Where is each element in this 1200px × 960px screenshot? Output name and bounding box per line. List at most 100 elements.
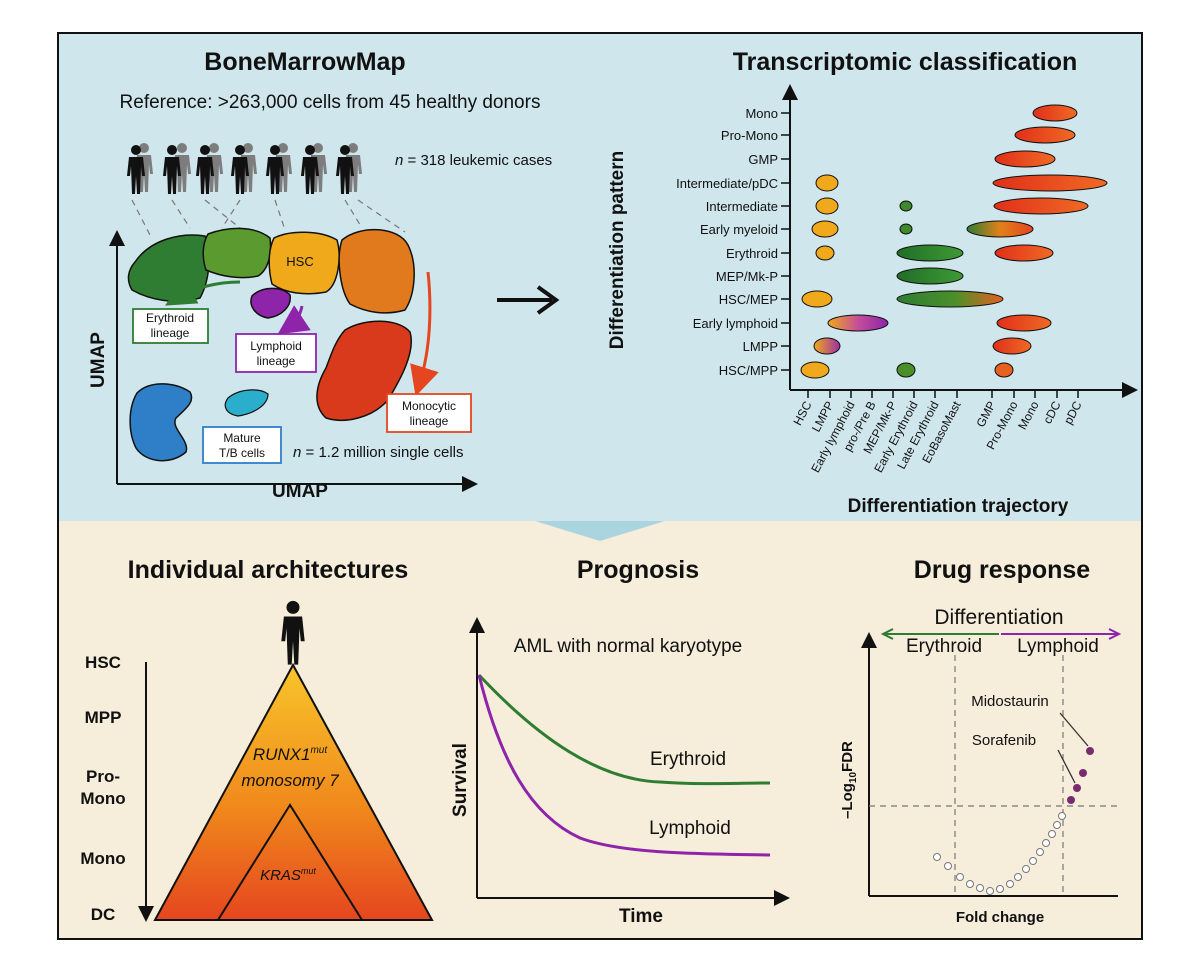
inner-triangle: [216, 803, 364, 921]
classification-y-label: Intermediate: [706, 199, 778, 214]
classification-y-label: Pro-Mono: [721, 128, 778, 143]
early-erythroid-cluster: [202, 227, 272, 279]
drug-point: [976, 884, 984, 892]
classification-y-label: GMP: [748, 152, 778, 167]
drug-right-label: Lymphoid: [1017, 636, 1099, 657]
drug-point-significant: [1079, 769, 1087, 777]
reference-text: Reference: >263,000 cells from 45 health…: [120, 92, 541, 113]
ellipse-lmpp-left: [813, 337, 841, 355]
bonemarrowmap-panel: BoneMarrowMap Reference: >263,000 cells …: [88, 48, 552, 502]
classification-y-label: Intermediate/pDC: [676, 176, 778, 191]
architecture-levels: HSC MPP Pro- Mono Mono DC: [80, 653, 125, 924]
ellipse-int-hsc: [815, 197, 839, 215]
monocytic-lineage-line1: Monocytic: [402, 399, 456, 413]
flow-arrow: [497, 285, 560, 315]
classification-y-label: Early myeloid: [700, 222, 778, 237]
monocytic-lineage-box: [386, 393, 472, 433]
classification-title: Transcriptomic classification: [733, 48, 1078, 76]
outer-mutation-label: RUNX1mut: [253, 745, 329, 764]
classification-x-title: Differentiation trajectory: [848, 496, 1069, 517]
n-cells-label: n = 1.2 million single cells: [293, 444, 464, 461]
drug-x-label: Fold change: [956, 909, 1044, 926]
hsc-cluster: [268, 231, 340, 295]
gmp-cluster: [338, 229, 415, 314]
ellipse-el-right: [996, 314, 1052, 332]
drug-point-sorafenib: [1073, 784, 1081, 792]
ellipse-em-ery: [899, 223, 913, 235]
prognosis-y-label: Survival: [450, 743, 471, 817]
hsc-cluster-label: HSC: [286, 254, 313, 269]
drug-point: [1006, 880, 1014, 888]
classification-y-labels: Mono Pro-Mono GMP Intermediate/pDC Intermedi…: [676, 106, 790, 378]
architectures-panel: Individual architectures HSC MPP Pro- Mono M…: [80, 556, 434, 924]
drug-point: [944, 862, 952, 870]
ellipse-em-hsc: [811, 220, 839, 238]
midostaurin-leader: [1059, 712, 1089, 747]
drug-point: [1053, 821, 1061, 829]
umap-x-label: UMAP: [272, 481, 328, 502]
ellipse-hscmep-hsc: [801, 290, 833, 308]
ellipse-hscmpp-mid: [896, 362, 916, 378]
ellipse-mono: [1032, 104, 1078, 122]
classification-y-label: Early lymphoid: [693, 316, 778, 331]
drug-point-significant: [1067, 796, 1075, 804]
ellipse-ery-right: [994, 244, 1054, 262]
ellipse-int-ery: [899, 200, 913, 212]
ellipse-ery-mid: [896, 244, 964, 262]
lymphoid-lineage-line1: Lymphoid: [250, 339, 302, 353]
drug-point: [1036, 848, 1044, 856]
architecture-level-label: HSC: [85, 653, 121, 672]
drug-point: [1022, 865, 1030, 873]
drug-point: [956, 873, 964, 881]
drug-point: [933, 853, 941, 861]
sorafenib-leader: [1057, 749, 1076, 784]
prognosis-panel: Prognosis AML with normal karyotype Surv…: [450, 556, 790, 927]
classification-ellipses: [800, 104, 1108, 379]
erythroid-lineage-line1: Erythroid: [146, 311, 194, 325]
architectures-title: Individual architectures: [128, 556, 409, 584]
classification-y-title: Differentiation pattern: [607, 151, 628, 349]
ellipse-ery-hsc: [815, 245, 835, 261]
ellipse-hscmpp-right: [994, 362, 1014, 378]
differentiation-label: Differentiation: [934, 606, 1063, 629]
drug-left-label: Erythroid: [906, 636, 982, 657]
lymphoid-arrow: [277, 305, 311, 335]
classification-y-label: HSC/MEP: [719, 292, 778, 307]
small-tb-cluster: [224, 389, 269, 417]
erythroid-arrow: [165, 277, 241, 306]
umap-y-label: UMAP: [88, 332, 109, 388]
lymphoid-lineage-box: [235, 333, 317, 373]
drug-point: [1014, 873, 1022, 881]
outer-mutation-line2: monosomy 7: [241, 771, 339, 790]
lymphoid-lineage-line2: lineage: [257, 354, 296, 368]
erythroid-survival-curve: [477, 673, 771, 786]
drug-y-label: –Log10FDR: [839, 741, 859, 819]
ellipse-hscmpp-left: [800, 361, 830, 379]
ellipse-intpdc-hsc: [815, 174, 839, 192]
classification-y-label: MEP/Mk-P: [716, 269, 778, 284]
ellipse-el-mid: [827, 314, 889, 332]
monocytic-lineage-line2: lineage: [410, 414, 449, 428]
drug-point: [1048, 830, 1056, 838]
drug-point: [1058, 812, 1066, 820]
lymphoid-curve-label: Lymphoid: [649, 818, 731, 839]
architecture-level-label: DC: [91, 905, 116, 924]
classification-y-label: Erythroid: [726, 246, 778, 261]
erythroid-lineage-box: [132, 308, 209, 344]
ellipse-hscmep-right: [896, 290, 1004, 308]
drug-point-midostaurin: [1086, 747, 1094, 755]
ellipse-gmp: [994, 150, 1056, 168]
midostaurin-label: Midostaurin: [971, 693, 1049, 710]
classification-y-label: HSC/MPP: [719, 363, 778, 378]
classification-y-label: Mono: [745, 106, 778, 121]
mature-tb-box: [202, 426, 282, 464]
ellipse-intpdc-right: [992, 174, 1108, 192]
ellipse-mep: [896, 267, 964, 285]
ellipse-int-right: [993, 197, 1089, 215]
mature-tb-line1: Mature: [223, 431, 261, 445]
erythroid-curve-label: Erythroid: [650, 749, 726, 770]
ellipse-pro-mono: [1014, 126, 1076, 144]
bonemarrowmap-title: BoneMarrowMap: [204, 48, 405, 76]
ellipse-lmpp-right: [992, 337, 1032, 355]
ellipse-em-right: [966, 220, 1034, 238]
